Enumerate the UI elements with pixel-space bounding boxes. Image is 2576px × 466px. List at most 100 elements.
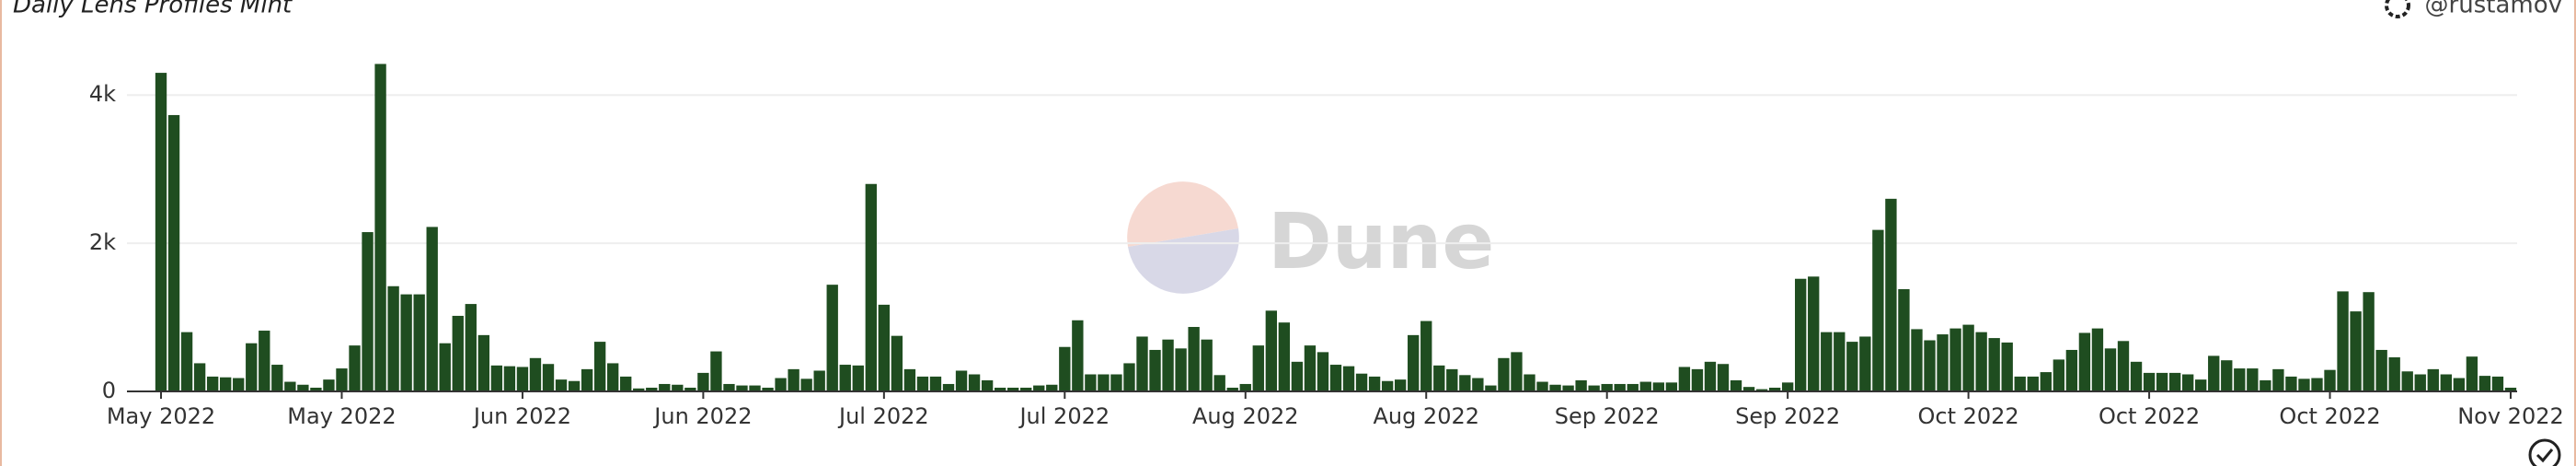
- bar: [813, 370, 825, 391]
- bar: [968, 374, 981, 391]
- bar: [1639, 381, 1651, 391]
- bar: [929, 376, 942, 391]
- bar: [465, 304, 477, 391]
- bar: [2427, 368, 2439, 391]
- bar: [2350, 311, 2362, 391]
- bar: [633, 388, 645, 391]
- bar: [1098, 374, 1110, 391]
- bar: [193, 363, 206, 391]
- bar: [1472, 378, 1484, 391]
- bar: [865, 183, 877, 391]
- bar: [1614, 383, 1626, 391]
- bar: [684, 387, 696, 391]
- bar: [1368, 376, 1381, 391]
- bar: [1898, 288, 1910, 391]
- bar: [2388, 356, 2400, 391]
- bar: [426, 227, 438, 391]
- bar: [400, 294, 412, 391]
- bar: [2156, 372, 2168, 391]
- bar: [1795, 278, 1807, 391]
- bar: [1059, 346, 1071, 391]
- bar: [1885, 198, 1897, 391]
- bar: [916, 376, 929, 391]
- bar: [206, 376, 219, 391]
- bar: [994, 387, 1006, 391]
- bar: [2414, 374, 2426, 391]
- bar: [1562, 385, 1574, 391]
- bar: [1704, 361, 1717, 391]
- status-icon: [2528, 438, 2561, 466]
- bar: [1394, 379, 1407, 391]
- bar: [1485, 385, 1497, 391]
- bar: [2117, 341, 2130, 391]
- watermark: [1127, 181, 1239, 294]
- bar: [659, 383, 671, 391]
- bar: [439, 343, 451, 391]
- bar: [1355, 373, 1368, 391]
- bar: [568, 380, 581, 391]
- bar: [581, 368, 593, 391]
- bar: [503, 366, 516, 391]
- bar: [2466, 356, 2478, 391]
- bar: [2027, 376, 2039, 391]
- author[interactable]: @rustamov: [2425, 0, 2562, 19]
- bar: [1781, 382, 1794, 391]
- y-tick-label: 2k: [89, 229, 116, 255]
- bar: [775, 378, 787, 391]
- bar: [1085, 374, 1097, 391]
- bar: [413, 294, 425, 391]
- bar: [942, 383, 955, 391]
- bar: [1459, 375, 1471, 391]
- x-tick-label: Sep 2022: [1735, 403, 1840, 429]
- bar: [1949, 328, 1961, 391]
- bar: [1575, 379, 1587, 391]
- bar: [2478, 376, 2491, 391]
- y-tick-label: 4k: [89, 81, 116, 107]
- bar: [1317, 352, 1329, 391]
- x-tick-label: Aug 2022: [1192, 403, 1299, 429]
- bar: [1524, 374, 1535, 391]
- bar: [1911, 329, 1923, 391]
- bar: [1498, 357, 1510, 391]
- bar: [2272, 368, 2284, 391]
- bar: [710, 351, 722, 391]
- bar: [955, 370, 968, 391]
- x-tick-label: Jun 2022: [652, 403, 752, 429]
- x-tick-label: Sep 2022: [1555, 403, 1660, 429]
- bar: [826, 285, 838, 391]
- x-tick-label: Jul 2022: [837, 403, 929, 429]
- bar: [1329, 365, 1342, 391]
- bar: [2143, 372, 2156, 391]
- bar: [374, 64, 386, 392]
- bar: [1446, 368, 1458, 391]
- bar: [1821, 332, 1833, 391]
- bar: [2440, 374, 2452, 391]
- bar: [2311, 378, 2323, 391]
- bar: [167, 114, 180, 391]
- bar: [1433, 365, 1445, 391]
- bar: [2078, 332, 2091, 391]
- bar: [323, 379, 335, 391]
- bar: [1859, 336, 1871, 391]
- bar: [620, 376, 632, 391]
- x-tick-label: Oct 2022: [1918, 403, 2019, 429]
- bar: [271, 365, 283, 391]
- bar: [2130, 361, 2143, 391]
- bar: [2053, 359, 2065, 391]
- bar: [2504, 387, 2517, 391]
- bar: [2208, 355, 2220, 391]
- bar: [1162, 339, 1174, 391]
- bar: [762, 387, 774, 391]
- bar: [1588, 385, 1600, 391]
- chart-title: Daily Lens Profiles Mint: [13, 0, 293, 19]
- bar: [2065, 349, 2078, 391]
- bar: [2091, 328, 2104, 391]
- bar: [1846, 342, 1858, 391]
- x-tick-label: Jun 2022: [472, 403, 571, 429]
- bar: [1730, 379, 1742, 391]
- bar: [155, 73, 167, 391]
- bar: [593, 342, 606, 391]
- bar: [1420, 320, 1432, 391]
- bar: [1834, 332, 1846, 391]
